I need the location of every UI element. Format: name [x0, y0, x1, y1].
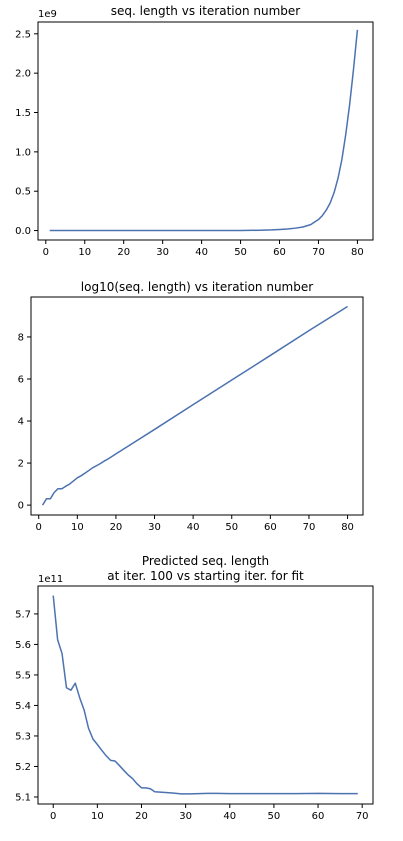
x-tick-label: 70 [312, 247, 325, 258]
y-tick-label: 5.1 [15, 792, 31, 803]
x-tick-label: 80 [341, 522, 354, 533]
x-tick-label: 0 [36, 522, 42, 533]
x-tick-label: 10 [91, 811, 104, 822]
x-tick-label: 70 [303, 522, 316, 533]
x-tick-label: 0 [50, 811, 56, 822]
y-tick-label: 5.3 [15, 731, 31, 742]
axis-offset-text: 1e11 [38, 574, 63, 585]
chart-title-line-1: Predicted seq. length [142, 554, 269, 568]
chart-panel-1: seq. length vs iteration number 0 10 20 30 40… [15, 4, 374, 258]
series-line-1 [49, 29, 359, 232]
x-tick-label: 50 [225, 522, 238, 533]
x-tick-label: 50 [268, 811, 281, 822]
y-tick-label: 4 [18, 417, 24, 428]
x-tick-label: 30 [148, 522, 161, 533]
x-tick-label: 20 [117, 247, 130, 258]
x-tick-label: 60 [273, 247, 286, 258]
x-tick-label: 80 [351, 247, 364, 258]
x-tick-label: 10 [71, 522, 84, 533]
series-line-1 [41, 305, 348, 506]
y-tick-label: 5.7 [15, 609, 31, 620]
chart-title: log10(seq. length) vs iteration number [81, 280, 313, 294]
x-tick-label: 10 [78, 247, 91, 258]
chart-title: seq. length vs iteration number [111, 4, 301, 18]
x-tick-label: 0 [43, 247, 49, 258]
y-tick-label: 2.5 [15, 29, 31, 40]
x-tick-label: 20 [135, 811, 148, 822]
axis-offset-text: 1e9 [38, 9, 57, 20]
plot-area-frame [30, 296, 364, 516]
y-tick-label: 5.5 [15, 670, 31, 681]
y-tick-label: 6 [18, 374, 24, 385]
y-tick-label: 0 [18, 501, 24, 512]
x-tick-label: 30 [179, 811, 192, 822]
series-line-1 [52, 595, 358, 795]
x-tick-label: 60 [312, 811, 325, 822]
plot-area-frame [37, 21, 374, 241]
x-tick-label: 70 [356, 811, 369, 822]
y-tick-label: 2.0 [15, 69, 31, 80]
chart-panel-2: log10(seq. length) vs iteration number 0 1… [18, 280, 364, 533]
y-tick-label: 5.2 [15, 762, 31, 773]
y-tick-label: 8 [18, 332, 24, 343]
y-tick-label: 5.6 [15, 640, 31, 651]
x-tick-label: 20 [110, 522, 123, 533]
x-tick-label: 40 [187, 522, 200, 533]
x-tick-label: 60 [264, 522, 277, 533]
plot-area-frame [37, 585, 374, 805]
chart-title-line-2: at iter. 100 vs starting iter. for fit [107, 569, 304, 583]
y-tick-label: 5.4 [15, 701, 31, 712]
x-tick-label: 40 [223, 811, 236, 822]
x-tick-label: 30 [156, 247, 169, 258]
y-tick-label: 0.0 [15, 226, 31, 237]
y-tick-label: 1.5 [15, 108, 31, 119]
x-tick-label: 40 [195, 247, 208, 258]
y-tick-label: 2 [18, 459, 24, 470]
y-tick-label: 1.0 [15, 147, 31, 158]
y-tick-label: 0.5 [15, 187, 31, 198]
x-tick-label: 50 [234, 247, 247, 258]
